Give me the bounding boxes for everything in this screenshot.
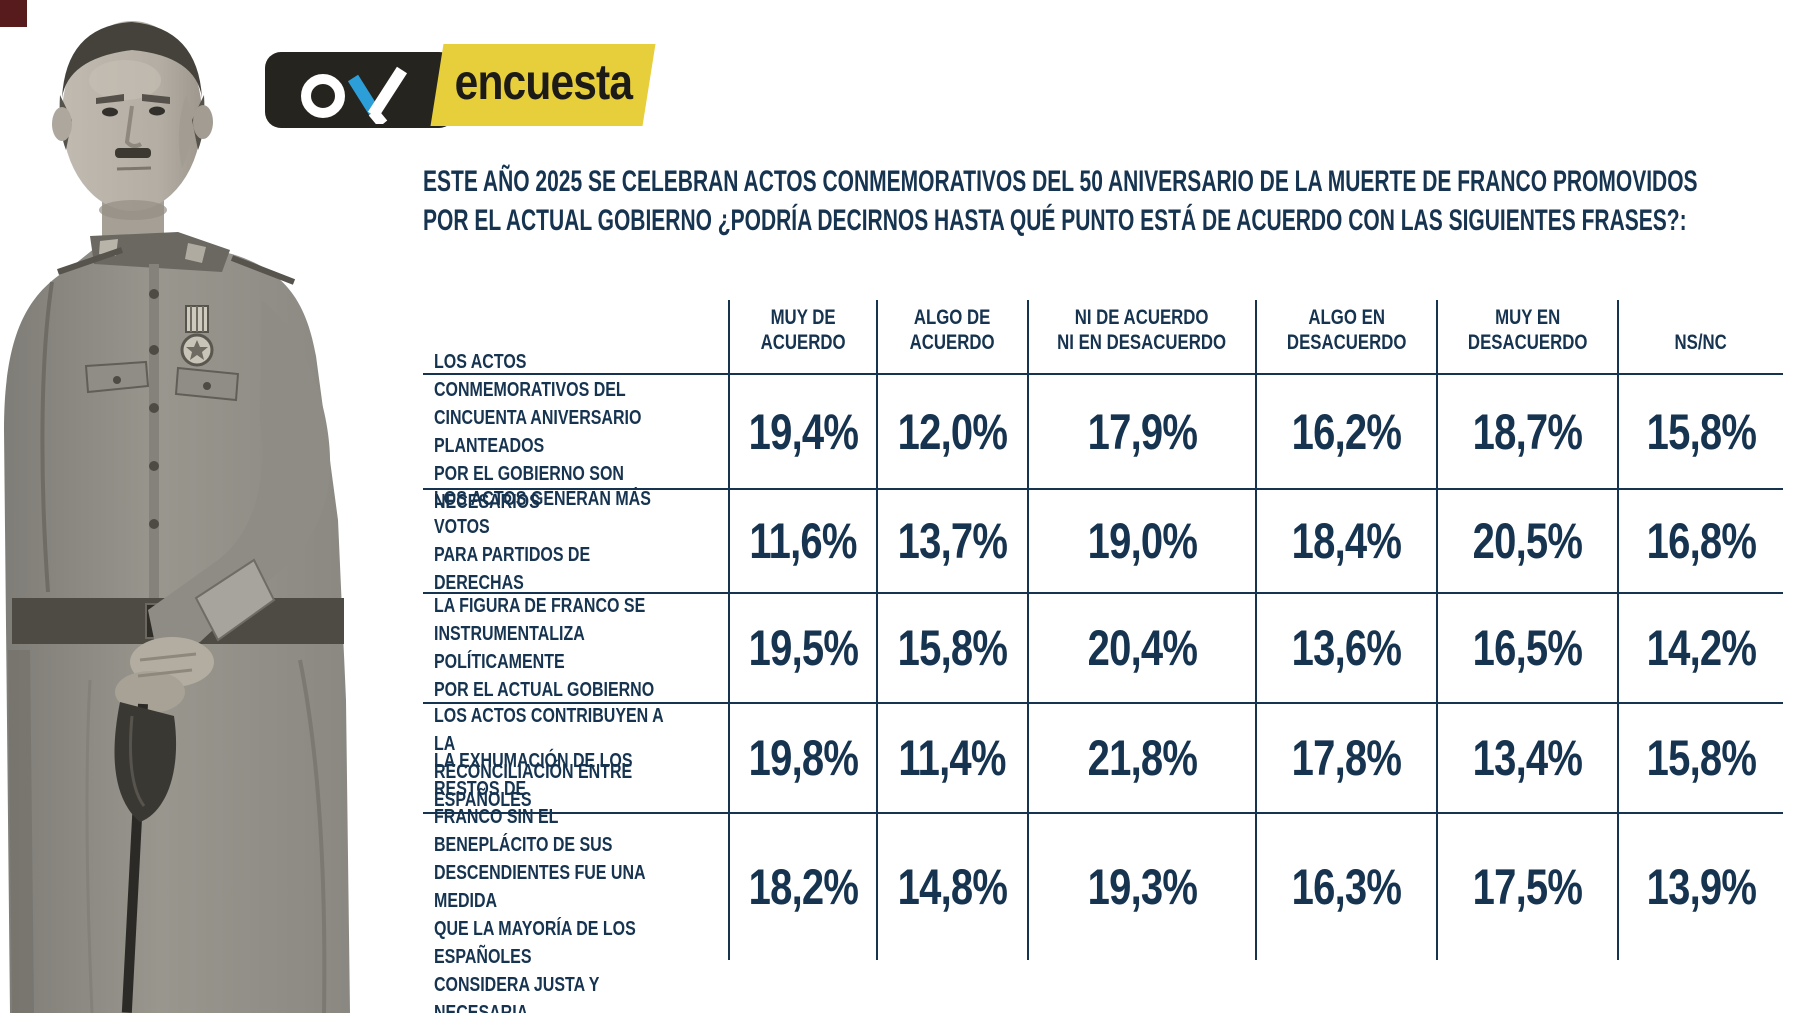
value-cell-r2-c6: 16,8%	[1617, 488, 1783, 592]
portrait-eye-right	[149, 106, 165, 116]
portrait-button	[149, 403, 159, 413]
portrait-forearm	[148, 300, 331, 658]
portrait-button	[149, 289, 159, 299]
value-cell-r1-c2: 12,0%	[876, 373, 1027, 488]
encuesta-banner: encuesta	[430, 44, 656, 126]
value-cell-r1-c6: 15,8%	[1617, 373, 1783, 488]
portrait-brow-right	[142, 94, 170, 104]
row-label-5: LA EXHUMACIÓN DE LOS RESTOS DE FRANCO SIN…	[423, 750, 728, 1013]
row-label-2: LOS ACTOS GENERAN MÁS VOTOS PARA PARTIDOS…	[423, 488, 728, 594]
portrait-mustache	[115, 148, 151, 158]
value-cell-r3-c4: 13,6%	[1255, 592, 1436, 702]
column-header-4: ALGO EN DESACUERDO	[1255, 300, 1436, 373]
portrait-fingers	[137, 652, 197, 678]
value-cell-r2-c2: 13,7%	[876, 488, 1027, 592]
column-header-2: ALGO DE ACUERDO	[876, 300, 1027, 373]
value-cell-r4-c6: 15,8%	[1617, 702, 1783, 812]
value-cell-r1-c3: 17,9%	[1027, 373, 1255, 488]
portrait-pocket-button	[113, 376, 121, 384]
portrait-cheek-shade	[178, 95, 193, 168]
value-cell-r2-c5: 20,5%	[1436, 488, 1617, 592]
portrait-collar-tab-right	[185, 243, 206, 263]
portrait-shade	[8, 650, 34, 1013]
survey-question-line2: POR EL ACTUAL GOBIERNO ¿PODRÍA DECIRNOS …	[423, 204, 1687, 237]
portrait-arm-seam	[40, 281, 54, 593]
row-label-1: LOS ACTOS CONMEMORATIVOS DEL CINCUENTA AN…	[423, 351, 728, 513]
value-cell-r1-c5: 18,7%	[1436, 373, 1617, 488]
value-cell-r5-c3: 19,3%	[1027, 812, 1255, 960]
value-cell-r2-c1: 11,6%	[728, 488, 876, 592]
column-header-3: NI DE ACUERDO NI EN DESACUERDO	[1027, 300, 1255, 373]
value-cell-r5-c5: 17,5%	[1436, 812, 1617, 960]
portrait-forehead	[89, 60, 161, 100]
value-cell-r1-c1: 19,4%	[728, 373, 876, 488]
portrait-collar	[90, 232, 230, 272]
value-cell-r4-c2: 11,4%	[876, 702, 1027, 812]
value-cell-r3-c1: 19,5%	[728, 592, 876, 702]
portrait-mouth	[116, 166, 152, 171]
value-cell-r4-c4: 17,8%	[1255, 702, 1436, 812]
portrait-chin-shade	[99, 200, 167, 220]
portrait-button	[149, 345, 159, 355]
portrait-brow-left	[96, 94, 124, 104]
portrait-wrinkle	[298, 659, 327, 1013]
value-cell-r4-c3: 21,8%	[1027, 702, 1255, 812]
portrait-glove-fold	[129, 715, 146, 807]
portrait-hair	[62, 22, 202, 98]
value-cell-r5-c4: 16,3%	[1255, 812, 1436, 960]
row-label-4: LOS ACTOS CONTRIBUYEN A LA RECONCILIACIÓN…	[423, 702, 728, 812]
column-header-6: NS/NC	[1617, 300, 1783, 373]
portrait-placket	[149, 264, 159, 604]
value-cell-r3-c6: 14,2%	[1617, 592, 1783, 702]
corner-mark	[0, 0, 27, 27]
portrait-button	[149, 461, 159, 471]
portrait-wrinkle	[85, 679, 94, 1013]
results-table: MUY DE ACUERDO ALGO DE ACUERDO NI DE ACUERDO…	[423, 300, 1783, 1013]
row-label-3: LA FIGURA DE FRANCO SE INSTRUMENTALIZA PO…	[423, 592, 728, 702]
ok-logo-badge	[265, 52, 455, 128]
portrait-medal-star	[186, 340, 208, 360]
portrait-nose	[124, 105, 143, 149]
value-cell-r5-c1: 18,2%	[728, 812, 876, 960]
value-cell-r2-c3: 19,0%	[1027, 488, 1255, 592]
portrait-button	[149, 519, 159, 529]
value-cell-r3-c2: 15,8%	[876, 592, 1027, 702]
portrait-cuff	[194, 558, 276, 642]
value-cell-r2-c4: 18,4%	[1255, 488, 1436, 592]
survey-question-line1: ESTE AÑO 2025 SE CELEBRAN ACTOS CONMEMOR…	[423, 165, 1698, 198]
value-cell-r4-c1: 19,8%	[728, 702, 876, 812]
portrait-shoulder-right	[230, 255, 296, 285]
encuesta-wordmark: encuesta	[454, 54, 632, 110]
portrait-eye-left	[102, 107, 118, 117]
value-cell-r4-c5: 13,4%	[1436, 702, 1617, 812]
ok-logo-icon	[301, 66, 408, 124]
value-cell-r3-c3: 20,4%	[1027, 592, 1255, 702]
franco-photo	[4, 21, 350, 1013]
portrait-shoulder-left	[57, 247, 123, 275]
portrait-ear-right	[193, 105, 213, 139]
portrait-ribbon-stripes	[190, 306, 204, 332]
portrait-pocket-button	[203, 382, 211, 390]
portrait-hand	[115, 671, 185, 713]
column-header-5: MUY EN DESACUERDO	[1436, 300, 1617, 373]
portrait-ear-left	[52, 107, 72, 141]
survey-question: ESTE AÑO 2025 SE CELEBRAN ACTOS CONMEMOR…	[423, 162, 1800, 240]
value-cell-r5-c6: 13,9%	[1617, 812, 1783, 960]
value-cell-r3-c5: 16,5%	[1436, 592, 1617, 702]
value-cell-r5-c2: 14,8%	[876, 812, 1027, 960]
value-cell-r1-c4: 16,2%	[1255, 373, 1436, 488]
column-header-1: MUY DE ACUERDO	[728, 300, 876, 373]
